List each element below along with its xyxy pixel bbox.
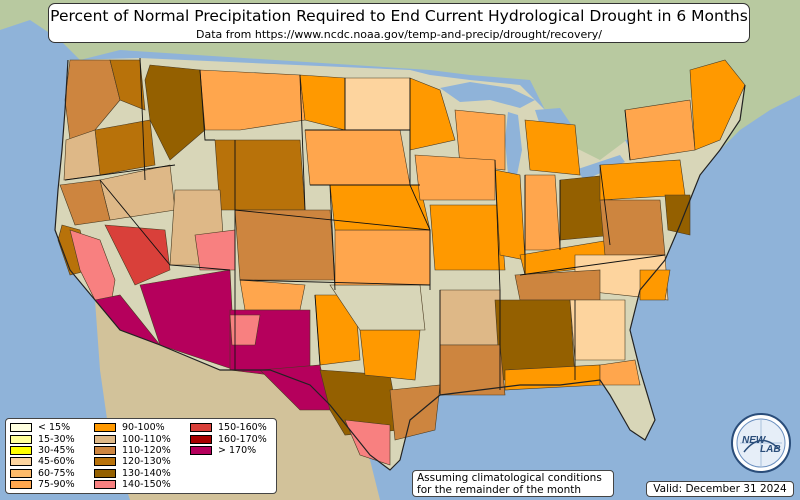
legend-item: > 170% [190,445,274,456]
legend-item: 75-90% [10,479,94,490]
region-ga [570,300,625,360]
legend-item: 110-120% [94,445,190,456]
region-ut-south [195,230,235,270]
title-box: Percent of Normal Precipitation Required… [48,3,750,43]
legend-swatch [94,435,116,444]
legend-item: 140-150% [94,479,190,490]
legend-item: 100-110% [94,433,190,444]
region-ne [330,185,430,230]
region-or-east [95,120,155,175]
region-tn [515,270,600,300]
legend-label: 15-30% [38,434,75,445]
legend-swatch [10,423,32,432]
legend-swatch [10,446,32,455]
region-mt [200,70,305,130]
region-nd [345,78,410,130]
legend-item: 120-130% [94,456,190,467]
legend-label: 45-60% [38,456,75,467]
region-tx-north [360,330,420,380]
legend-label: 100-110% [122,434,171,445]
region-ia [415,155,495,200]
region-ks [335,230,430,285]
legend-item: 130-140% [94,468,190,479]
legend-swatch [94,446,116,455]
map-title: Percent of Normal Precipitation Required… [49,7,749,25]
legend-swatch [94,457,116,466]
legend-label: 140-150% [122,479,171,490]
assumption-note: Assuming climatological conditions for t… [412,470,614,497]
legend-swatch [190,446,212,455]
legend: < 15%15-30%30-45%45-60%60-75%75-90% 90-10… [5,418,277,494]
legend-swatch [94,480,116,489]
region-mo [430,205,505,270]
region-sd [305,130,410,185]
legend-item: 90-100% [94,422,190,433]
region-nm-west [230,315,260,345]
legend-label: < 15% [38,422,70,433]
legend-swatch [94,469,116,478]
legend-swatch [10,480,32,489]
legend-swatch [190,423,212,432]
legend-label: 130-140% [122,468,171,479]
note-line-2: for the remainder of the month [417,484,609,496]
legend-swatch [10,457,32,466]
newlab-logo-icon: NEW LAB [730,412,792,474]
legend-label: 120-130% [122,456,171,467]
legend-label: 160-170% [218,434,267,445]
legend-item: < 15% [10,422,94,433]
legend-swatch [10,469,32,478]
legend-label: 90-100% [122,422,165,433]
note-line-1: Assuming climatological conditions [417,472,609,484]
region-nm-north [240,280,305,310]
legend-label: > 170% [218,445,256,456]
legend-item: 160-170% [190,433,274,444]
legend-item: 45-60% [10,456,94,467]
region-pa [600,160,685,200]
legend-label: 75-90% [38,479,75,490]
region-wv-va [600,200,665,255]
legend-item: 150-160% [190,422,274,433]
data-source: Data from https://www.ncdc.noaa.gov/temp… [49,28,749,41]
legend-label: 150-160% [218,422,267,433]
legend-swatch [10,435,32,444]
region-ny [625,100,695,160]
legend-swatch [190,435,212,444]
region-wy [215,140,305,210]
valid-date: Valid: December 31 2024 [646,481,794,497]
region-il [495,170,525,260]
legend-item: 30-45% [10,445,94,456]
region-ar [440,290,500,345]
region-mi [525,120,580,175]
legend-grid: < 15%15-30%30-45%45-60%60-75%75-90% 90-10… [10,422,272,490]
legend-swatch [94,423,116,432]
region-in [525,175,560,250]
region-md-de [665,195,690,235]
legend-item: 15-30% [10,433,94,444]
legend-item: 60-75% [10,468,94,479]
region-co [235,210,335,280]
legend-label: 30-45% [38,445,75,456]
legend-label: 110-120% [122,445,171,456]
legend-label: 60-75% [38,468,75,479]
logo-text-bottom: LAB [760,444,781,455]
